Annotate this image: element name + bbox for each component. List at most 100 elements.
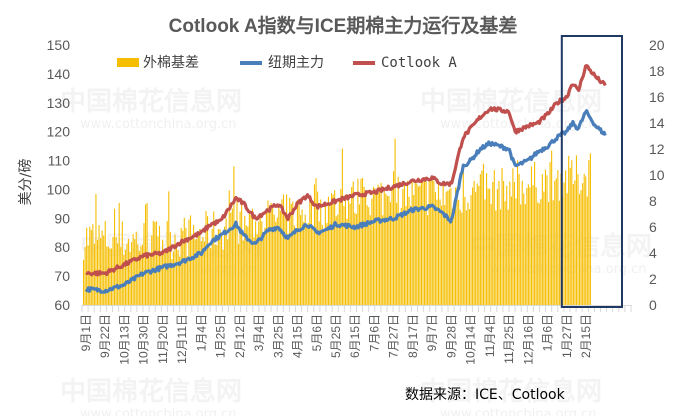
bar-basis (549, 162, 551, 305)
bar-basis (126, 243, 128, 305)
bar-basis (185, 227, 187, 305)
bar-basis (197, 231, 199, 305)
bar-basis (219, 229, 221, 305)
bar-basis (467, 202, 469, 305)
bar-basis (251, 208, 254, 305)
bar-basis (403, 183, 405, 305)
x-tick-label: 10月14日 (464, 314, 478, 365)
bar-basis (86, 227, 88, 305)
bar-basis (244, 216, 246, 305)
bar-basis (120, 246, 122, 305)
bar-basis (118, 202, 120, 305)
bar-basis (431, 179, 433, 305)
bar-basis (131, 242, 133, 305)
bar-basis (382, 215, 384, 305)
bar-basis (478, 186, 480, 305)
bar-basis (138, 250, 140, 305)
bar-basis (255, 221, 257, 305)
bar-basis (110, 248, 112, 305)
bar-basis (172, 251, 174, 305)
bar-basis (332, 194, 334, 305)
bar-basis (267, 200, 269, 305)
legend: 外棉基差 纽期主力 Cotlook A (117, 54, 457, 71)
bar-basis (224, 226, 226, 305)
bar-basis (461, 212, 463, 305)
bar-basis (348, 200, 350, 305)
bar-basis (504, 201, 506, 305)
bar-basis (472, 187, 474, 305)
bar-basis (459, 209, 461, 305)
x-tick-label: 6月15日 (348, 314, 362, 358)
bar-basis (357, 178, 359, 305)
bar-basis (492, 182, 494, 305)
x-tick-label: 12月11日 (175, 314, 189, 364)
bar-basis (583, 173, 585, 305)
bar-basis (422, 179, 424, 305)
bar-basis (424, 180, 426, 305)
bar-basis (558, 200, 560, 305)
bar-basis (165, 250, 167, 305)
bar-basis (481, 170, 483, 305)
x-tick-label: 1月27日 (560, 314, 574, 358)
bar-basis (202, 237, 204, 305)
bar-basis (546, 175, 548, 305)
bar-basis (216, 245, 218, 305)
bar-basis (489, 188, 491, 305)
bar-basis (341, 148, 343, 305)
bar-basis (517, 160, 519, 305)
bar-basis (135, 231, 137, 305)
bar-basis (430, 181, 432, 305)
bar-basis (543, 191, 545, 305)
bar-basis (233, 166, 235, 305)
bar-basis (391, 188, 393, 305)
bar-basis (389, 202, 391, 305)
y-tick-left: 100 (47, 181, 71, 197)
bar-basis (526, 187, 528, 305)
bar-basis (386, 195, 388, 305)
bar-basis (338, 197, 340, 305)
bar-basis (177, 249, 179, 305)
bar-basis (434, 191, 436, 305)
bar-basis (537, 202, 539, 305)
bar-basis (473, 180, 475, 305)
bar-basis (313, 184, 316, 305)
bar-basis (349, 203, 351, 305)
bar-basis (586, 196, 588, 305)
bar-basis (321, 224, 323, 305)
data-source: 数据来源：ICE、Cotlook (405, 387, 566, 403)
bar-basis (383, 189, 385, 305)
bar-basis (292, 201, 294, 305)
watermark-text: 中国棉花信息网 (60, 86, 242, 117)
bar-basis (284, 216, 286, 305)
bar-basis (107, 246, 109, 305)
bar-basis (548, 201, 550, 305)
bar-basis (366, 205, 368, 305)
y-tick-left: 80 (54, 239, 70, 255)
bar-basis (143, 223, 145, 305)
bar-basis (585, 176, 587, 305)
bar-basis (538, 203, 540, 305)
bar-basis (217, 229, 219, 305)
bar-basis (214, 244, 216, 305)
x-tick-label: 7月27日 (387, 314, 401, 358)
bar-basis (114, 208, 116, 305)
bar-basis (512, 168, 514, 305)
bar-basis (169, 232, 171, 305)
bar-basis (231, 208, 233, 305)
bar-basis (450, 187, 452, 305)
bar-basis (501, 167, 503, 305)
bar-basis (115, 237, 117, 305)
bar-basis (455, 187, 457, 305)
y-tick-left: 110 (48, 153, 71, 169)
bar-basis (323, 228, 325, 305)
watermark-url: www.cottonchina.org.cn (80, 407, 237, 416)
bar-basis (540, 199, 542, 305)
bar-basis (368, 207, 370, 305)
bar-basis (532, 185, 534, 305)
bar-basis (413, 194, 415, 305)
bar-basis (442, 182, 444, 305)
bar-basis (276, 217, 278, 305)
bar-basis (207, 216, 209, 305)
line-series (84, 63, 607, 294)
bar-basis (261, 221, 263, 305)
